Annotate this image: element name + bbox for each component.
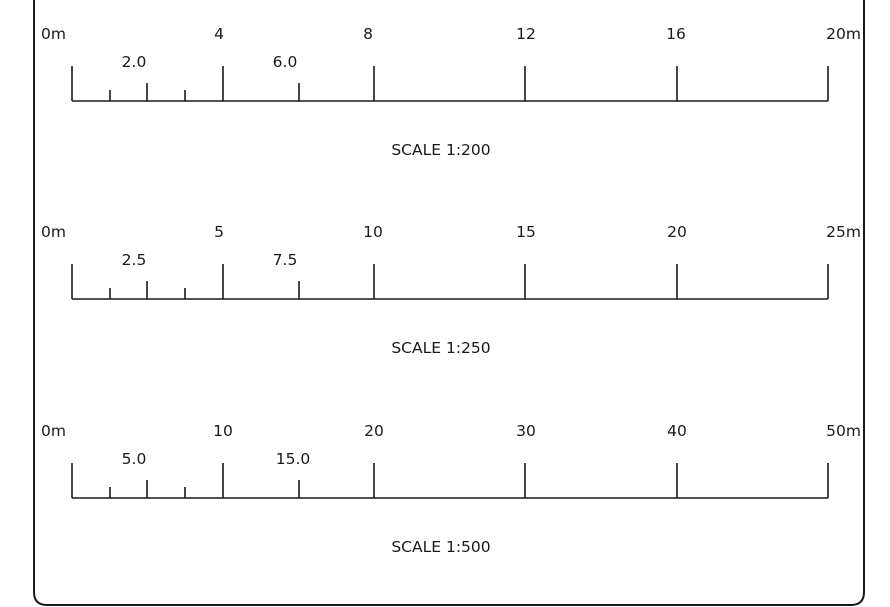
minor-label: 2.5	[122, 251, 147, 269]
scale-bar-lines	[71, 463, 829, 499]
major-label: 25m	[826, 223, 861, 241]
major-label: 8	[363, 25, 373, 43]
scale-bar-1250: 0m 5 10 15 20 25m 2.5 7.5 SCALE 1:250	[41, 223, 861, 357]
minor-label: 7.5	[273, 251, 298, 269]
major-label: 30	[516, 422, 536, 440]
scale-bar-1500: 0m 10 20 30 40 50m 5.0 15.0 SCALE 1:500	[41, 422, 861, 556]
minor-label: 6.0	[273, 53, 298, 71]
scale-bar-lines	[71, 66, 829, 102]
scale-title: SCALE 1:500	[391, 538, 490, 556]
sheet-frame	[33, 0, 865, 606]
major-label: 16	[666, 25, 686, 43]
major-label: 10	[363, 223, 383, 241]
minor-label: 15.0	[276, 450, 311, 468]
major-label: 40	[667, 422, 687, 440]
minor-label: 2.0	[122, 53, 147, 71]
major-label: 5	[214, 223, 224, 241]
major-label: 50m	[826, 422, 861, 440]
major-label: 12	[516, 25, 536, 43]
major-label: 20m	[826, 25, 861, 43]
major-label: 0m	[41, 422, 66, 440]
major-label: 20	[364, 422, 384, 440]
major-label: 0m	[41, 223, 66, 241]
major-label: 10	[213, 422, 233, 440]
scale-title: SCALE 1:200	[391, 141, 490, 159]
major-label: 20	[667, 223, 687, 241]
major-label: 4	[214, 25, 224, 43]
scale-title: SCALE 1:250	[391, 339, 490, 357]
major-label: 15	[516, 223, 536, 241]
major-label: 0m	[41, 25, 66, 43]
minor-label: 5.0	[122, 450, 147, 468]
scale-bar-1200: 0m 4 8 12 16 20m 2.0 6.0 SCALE 1:200	[41, 25, 861, 159]
scale-bar-lines	[71, 264, 829, 300]
